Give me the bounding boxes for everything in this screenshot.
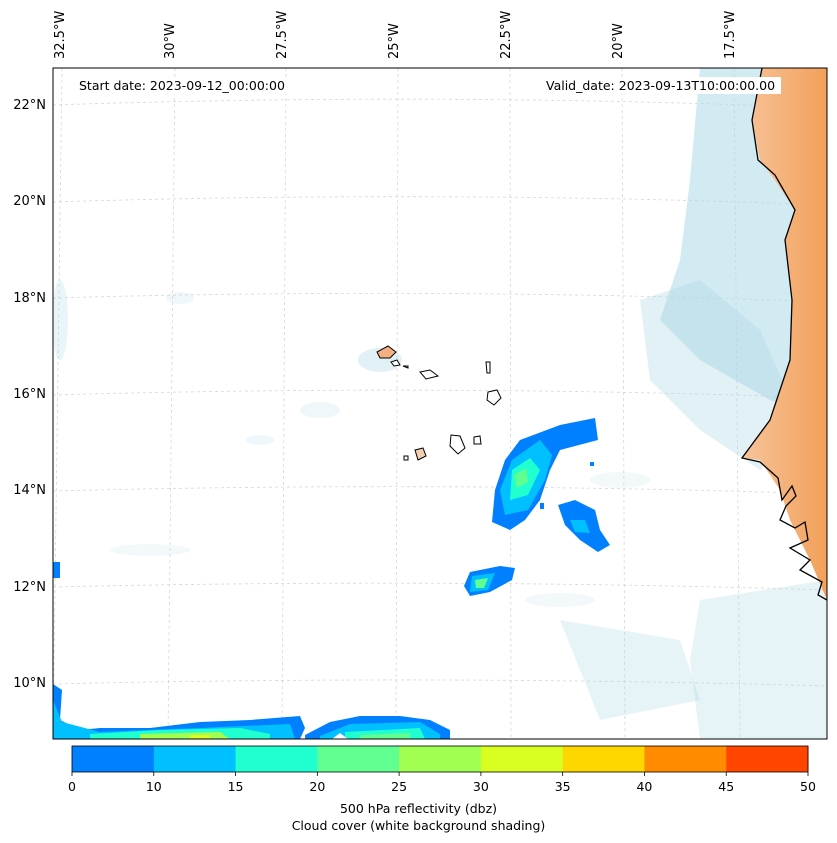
colorbar-label-reflectivity: 500 hPa reflectivity (dbz) — [339, 801, 498, 816]
africa-land — [742, 68, 827, 600]
colorbar-swatch — [317, 746, 400, 772]
colorbar-label-cloud: Cloud cover (white background shading) — [291, 818, 546, 833]
colorbar-swatch — [480, 746, 564, 772]
colorbar-tickmarks — [71, 772, 809, 776]
colorbar-tick-label: 15 — [227, 779, 244, 794]
map-frame — [52, 67, 828, 740]
lat-label-12n: 12°N — [13, 580, 46, 595]
start-date-label: Start date: 2023-09-12_00:00:00 — [73, 77, 291, 94]
colorbar-tick-label: 0 — [68, 779, 76, 794]
colorbar-tick-label: 30 — [472, 779, 489, 794]
colorbar — [72, 746, 809, 772]
colorbar-swatch — [235, 746, 318, 772]
lat-label-20n: 20°N — [13, 194, 46, 209]
colorbar-frame — [71, 745, 809, 773]
colorbar-tick-label: 45 — [718, 779, 735, 794]
lat-label-14n: 14°N — [13, 483, 46, 498]
lat-label-16n: 16°N — [13, 387, 46, 402]
reflectivity-cells — [53, 418, 610, 739]
cape-verde-islands — [376, 345, 502, 461]
colorbar-tick-label: 35 — [554, 779, 571, 794]
colorbar-tick-label: 40 — [636, 779, 653, 794]
graticule — [53, 68, 827, 739]
colorbar-tick-label: 50 — [800, 779, 816, 794]
lat-label-10n: 10°N — [13, 676, 46, 691]
lat-label-18n: 18°N — [13, 291, 46, 306]
lat-label-22n: 22°N — [13, 98, 46, 113]
colorbar-swatch — [726, 746, 809, 772]
coastline — [740, 68, 827, 601]
colorbar-tick-label: 25 — [391, 779, 408, 794]
colorbar-swatch — [644, 746, 727, 772]
valid-date-label: Valid_date: 2023-09-13T10:00:00.00 — [540, 77, 782, 94]
colorbar-tick-label: 20 — [309, 779, 326, 794]
colorbar-swatch — [562, 746, 645, 772]
colorbar-tick-label: 10 — [145, 779, 162, 794]
colorbar-swatch — [399, 746, 482, 772]
colorbar-swatch — [153, 746, 237, 772]
colorbar-swatch — [72, 746, 155, 772]
